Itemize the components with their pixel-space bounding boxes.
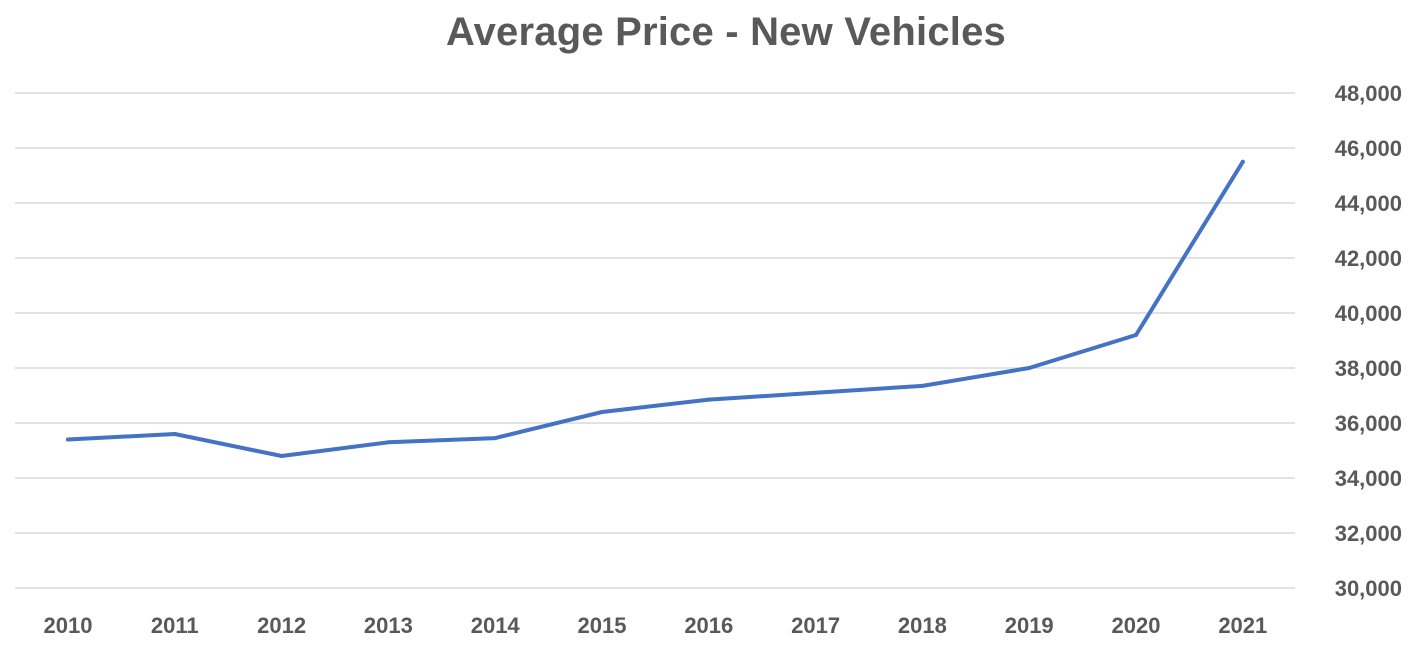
series-line	[66, 159, 1245, 458]
x-tick-label: 2012	[257, 613, 306, 638]
gridlines	[15, 92, 1295, 589]
y-tick-label: 38,000	[1335, 356, 1402, 381]
x-tick-label: 2021	[1218, 613, 1267, 638]
x-tick-label: 2018	[898, 613, 947, 638]
y-tick-label: 42,000	[1335, 246, 1402, 271]
y-tick-label: 48,000	[1335, 81, 1402, 106]
data-point	[66, 437, 70, 442]
data-point	[706, 397, 711, 402]
x-tick-label: 2017	[791, 613, 840, 638]
data-point	[386, 440, 391, 445]
data-point	[1027, 366, 1032, 370]
x-tick-label: 2010	[44, 613, 93, 638]
y-axis-ticks: 30,000 32,000 34,000 36,000 38,000 40,000 42,0…	[1335, 81, 1402, 601]
x-tick-label: 2013	[364, 613, 413, 638]
series-group	[66, 159, 1245, 458]
y-tick-label: 46,000	[1335, 136, 1402, 161]
y-tick-label: 32,000	[1335, 521, 1402, 546]
data-point	[920, 383, 925, 388]
y-tick-label: 30,000	[1335, 576, 1402, 601]
y-tick-label: 44,000	[1335, 191, 1402, 216]
y-tick-label: 40,000	[1335, 301, 1402, 326]
data-point	[1240, 159, 1245, 164]
data-point	[600, 410, 604, 414]
chart-title: Average Price - New Vehicles	[446, 10, 1006, 54]
x-axis-ticks: 2010 2011 2012 2013 2014 2015 2016 2017 2018 2019…	[44, 613, 1268, 638]
x-tick-label: 2011	[151, 613, 199, 638]
data-point	[813, 390, 818, 395]
x-tick-label: 2016	[684, 613, 733, 638]
data-point	[172, 432, 177, 436]
x-tick-label: 2014	[471, 613, 521, 638]
data-point	[1134, 333, 1138, 337]
x-tick-label: 2019	[1005, 613, 1054, 638]
y-tick-label: 36,000	[1335, 411, 1402, 436]
x-tick-label: 2020	[1112, 613, 1161, 638]
data-point	[279, 454, 284, 458]
x-tick-label: 2015	[578, 613, 627, 638]
data-point	[493, 436, 498, 441]
y-tick-label: 34,000	[1335, 466, 1402, 491]
